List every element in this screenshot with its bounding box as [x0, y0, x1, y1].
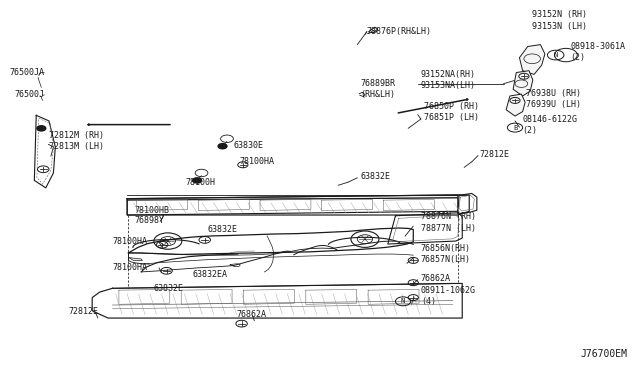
Polygon shape	[127, 195, 458, 200]
Text: 08146-6122G
(2): 08146-6122G (2)	[523, 115, 578, 135]
Polygon shape	[127, 198, 458, 215]
Text: J76700EM: J76700EM	[580, 349, 628, 359]
Text: 76938U (RH)
76939U (LH): 76938U (RH) 76939U (LH)	[526, 89, 581, 109]
Text: 08918-3061A
(2): 08918-3061A (2)	[570, 42, 625, 62]
Text: 78100H: 78100H	[186, 178, 216, 187]
Circle shape	[37, 126, 46, 131]
Text: N: N	[554, 52, 558, 58]
Text: 76862A: 76862A	[237, 310, 266, 319]
Text: N: N	[401, 298, 405, 304]
Text: 76898Y: 76898Y	[135, 216, 164, 225]
Text: 78876N (RH)
78877N (LH): 78876N (RH) 78877N (LH)	[421, 212, 476, 232]
Text: 63832E: 63832E	[208, 225, 238, 234]
Text: 76500JA: 76500JA	[10, 68, 45, 77]
Text: 78100HB: 78100HB	[135, 206, 170, 215]
Text: 78100HA: 78100HA	[113, 263, 148, 272]
Polygon shape	[513, 71, 533, 96]
Text: 78100HA: 78100HA	[240, 157, 275, 166]
Text: 76850P (RH)
76851P (LH): 76850P (RH) 76851P (LH)	[424, 102, 479, 122]
Text: 63832E: 63832E	[154, 284, 184, 293]
Text: 76500J: 76500J	[15, 90, 45, 99]
Polygon shape	[520, 45, 545, 74]
Polygon shape	[129, 257, 143, 260]
Text: 08911-1062G
(4): 08911-1062G (4)	[421, 286, 476, 306]
Text: 72812M (RH)
72813M (LH): 72812M (RH) 72813M (LH)	[49, 131, 104, 151]
Text: 78876P(RH&LH): 78876P(RH&LH)	[367, 27, 432, 36]
Text: 63832E: 63832E	[360, 172, 390, 181]
Text: 93152N (RH)
93153N (LH): 93152N (RH) 93153N (LH)	[532, 10, 587, 31]
Text: 93152NA(RH)
93153NA(LH): 93152NA(RH) 93153NA(LH)	[421, 70, 476, 90]
Text: 63830E: 63830E	[234, 141, 263, 150]
Text: B: B	[513, 125, 517, 131]
Text: 76856N(RH)
76857N(LH): 76856N(RH) 76857N(LH)	[421, 244, 471, 264]
Text: 72812E: 72812E	[479, 150, 509, 159]
Text: 76862A: 76862A	[421, 274, 451, 283]
Circle shape	[218, 144, 227, 149]
Text: 72812E: 72812E	[68, 307, 98, 316]
Text: 63832EA: 63832EA	[192, 270, 227, 279]
Text: 76889BR
(RH&LH): 76889BR (RH&LH)	[360, 79, 396, 99]
Polygon shape	[506, 94, 525, 116]
Circle shape	[193, 178, 202, 183]
Text: 78100HA: 78100HA	[113, 237, 148, 246]
